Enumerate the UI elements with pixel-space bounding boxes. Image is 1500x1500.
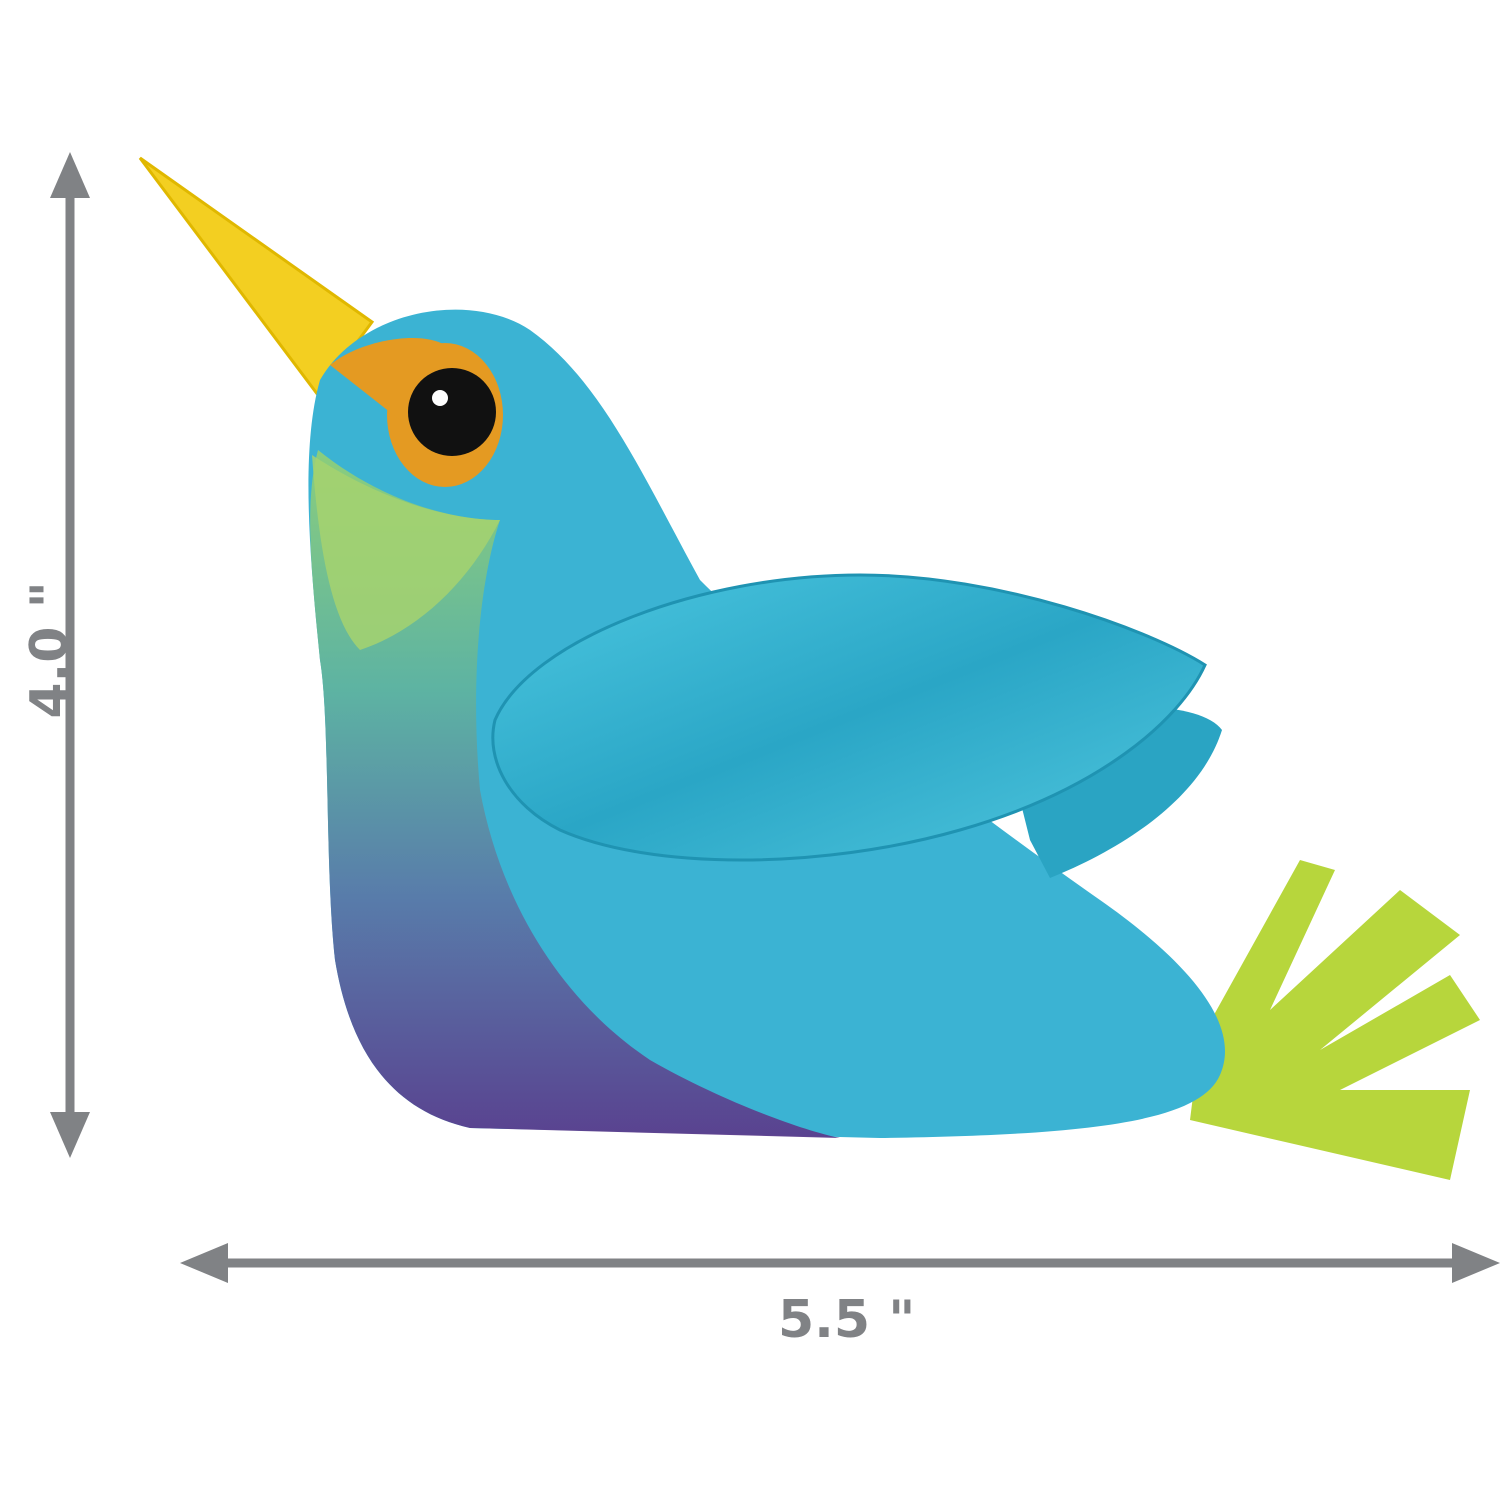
height-arrow	[50, 152, 90, 1158]
bird-throat-patch	[312, 455, 500, 650]
bird-tail	[1190, 860, 1480, 1180]
height-label: 4.0 "	[20, 581, 80, 719]
width-arrow	[180, 1243, 1500, 1283]
width-label: 5.5 "	[778, 1290, 916, 1350]
bird-eye	[330, 337, 503, 487]
bird-wing	[491, 573, 1207, 862]
bird-belly	[310, 450, 840, 1138]
